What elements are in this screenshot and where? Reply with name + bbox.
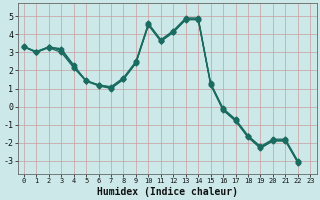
X-axis label: Humidex (Indice chaleur): Humidex (Indice chaleur) <box>97 186 237 197</box>
